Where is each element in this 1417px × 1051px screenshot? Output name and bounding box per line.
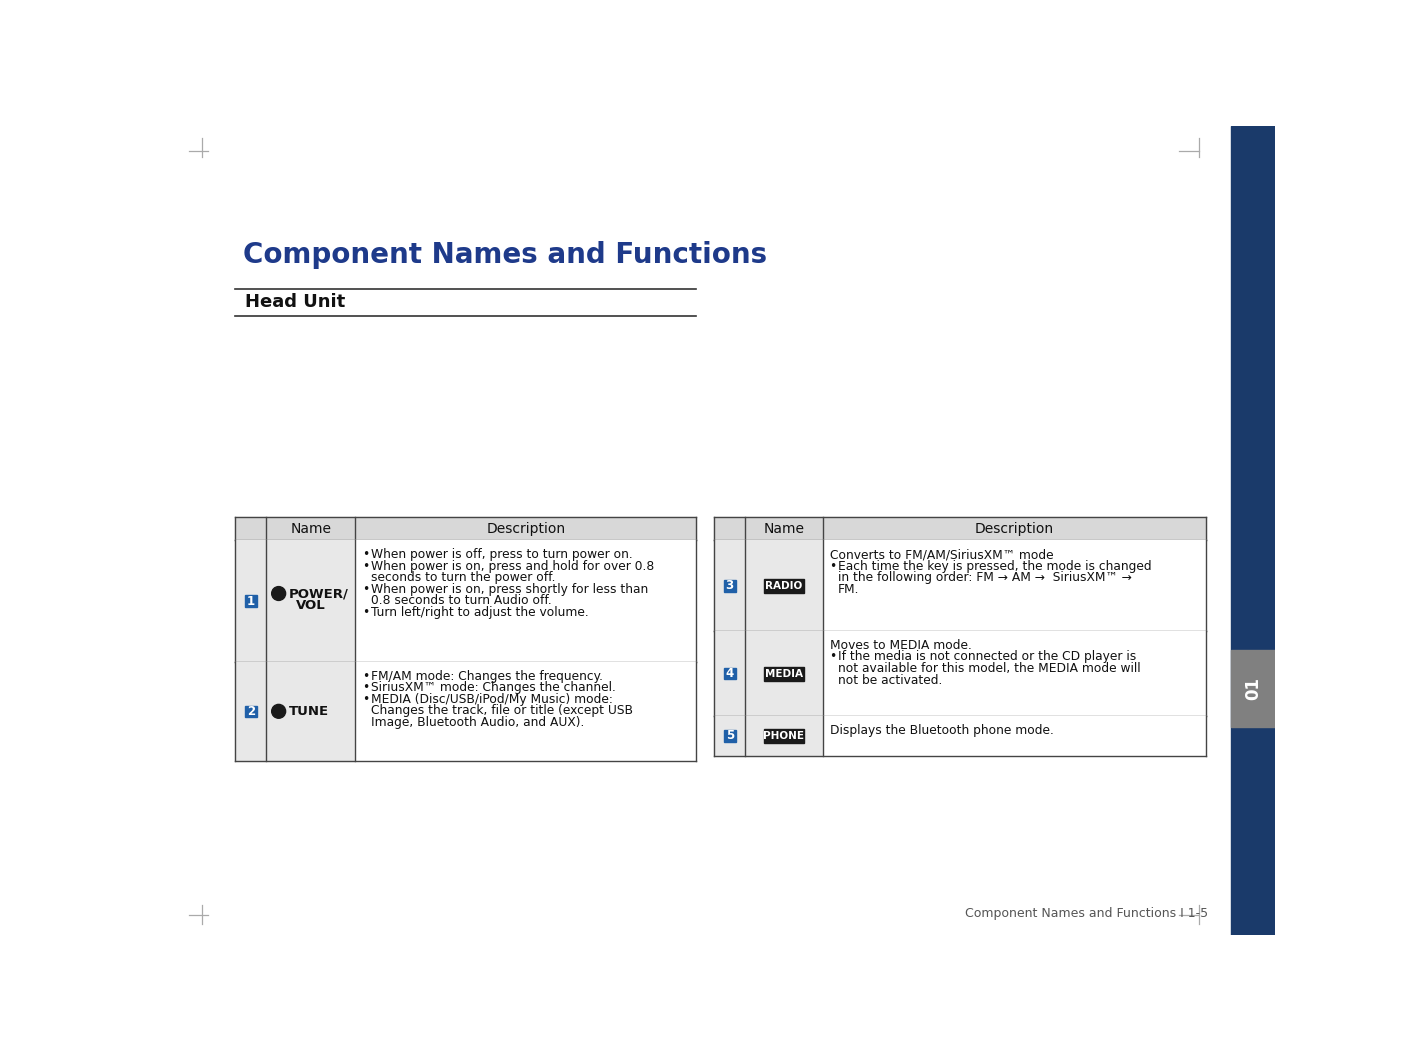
Bar <box>764 579 803 593</box>
Text: Each time the key is pressed, the mode is changed: Each time the key is pressed, the mode i… <box>839 559 1152 573</box>
Text: 4: 4 <box>726 667 734 680</box>
Bar <box>714 716 823 756</box>
Text: 01: 01 <box>1244 677 1263 700</box>
Text: in the following order: FM → AM →  SiriusXM™ →: in the following order: FM → AM → Sirius… <box>839 571 1132 584</box>
Text: 2: 2 <box>247 705 255 718</box>
Text: seconds to turn the power off.: seconds to turn the power off. <box>371 571 555 584</box>
Text: 0.8 seconds to turn Audio off.: 0.8 seconds to turn Audio off. <box>371 594 551 607</box>
Bar <box>823 716 1206 756</box>
Text: Displays the Bluetooth phone mode.: Displays the Bluetooth phone mode. <box>830 724 1054 737</box>
Text: Turn left/right to adjust the volume.: Turn left/right to adjust the volume. <box>371 605 588 619</box>
Bar <box>764 666 803 680</box>
Text: PHONE: PHONE <box>764 730 805 741</box>
Bar <box>1231 126 1275 935</box>
Bar <box>714 540 823 632</box>
Text: 3: 3 <box>726 579 734 593</box>
Text: 1: 1 <box>247 595 255 607</box>
Text: TUNE: TUNE <box>289 705 329 718</box>
Text: MEDIA (Disc/USB/iPod/My Music) mode:: MEDIA (Disc/USB/iPod/My Music) mode: <box>371 693 612 706</box>
Bar <box>724 580 735 592</box>
Bar <box>724 730 735 742</box>
Bar <box>714 632 823 716</box>
Text: Head Unit: Head Unit <box>245 293 344 311</box>
Text: •: • <box>363 605 374 619</box>
Text: Name: Name <box>290 522 332 536</box>
Bar <box>245 705 256 717</box>
Text: When power is on, press shortly for less than: When power is on, press shortly for less… <box>371 582 648 596</box>
Text: •: • <box>363 681 374 695</box>
Text: When power is off, press to turn power on.: When power is off, press to turn power o… <box>371 548 632 561</box>
Text: •: • <box>363 669 374 683</box>
Text: RADIO: RADIO <box>765 581 802 591</box>
Circle shape <box>272 586 286 600</box>
Text: VOL: VOL <box>296 599 326 613</box>
Text: 5: 5 <box>726 729 734 742</box>
Text: •: • <box>830 651 842 663</box>
Bar <box>1231 650 1275 726</box>
Bar <box>823 632 1206 716</box>
Text: Moves to MEDIA mode.: Moves to MEDIA mode. <box>830 639 972 652</box>
Text: Description: Description <box>486 522 565 536</box>
Bar <box>245 596 256 607</box>
Bar <box>235 662 356 761</box>
Bar <box>764 729 803 743</box>
Bar <box>714 517 1206 540</box>
Text: •: • <box>363 693 374 706</box>
Text: Name: Name <box>764 522 805 536</box>
Text: •: • <box>363 559 374 573</box>
Text: If the media is not connected or the CD player is: If the media is not connected or the CD … <box>839 651 1136 663</box>
Text: not available for this model, the MEDIA mode will: not available for this model, the MEDIA … <box>839 662 1141 675</box>
Bar <box>724 667 735 679</box>
Bar <box>356 540 696 662</box>
Text: •: • <box>830 559 842 573</box>
Text: Changes the track, file or title (except USB: Changes the track, file or title (except… <box>371 704 633 718</box>
Text: MEDIA: MEDIA <box>765 668 803 679</box>
Text: When power is on, press and hold for over 0.8: When power is on, press and hold for ove… <box>371 559 655 573</box>
Text: FM.: FM. <box>839 582 860 596</box>
Text: Image, Bluetooth Audio, and AUX).: Image, Bluetooth Audio, and AUX). <box>371 716 584 729</box>
Bar <box>823 540 1206 632</box>
Text: Description: Description <box>975 522 1054 536</box>
Text: •: • <box>363 582 374 596</box>
Bar <box>235 540 356 662</box>
Text: Component Names and Functions I 1-5: Component Names and Functions I 1-5 <box>965 907 1207 920</box>
Text: POWER/: POWER/ <box>289 588 349 600</box>
Bar <box>356 662 696 761</box>
Bar <box>235 517 696 540</box>
Circle shape <box>272 704 286 718</box>
Text: Converts to FM/AM/SiriusXM™ mode: Converts to FM/AM/SiriusXM™ mode <box>830 548 1054 561</box>
Text: •: • <box>363 548 374 561</box>
Text: FM/AM mode: Changes the frequency.: FM/AM mode: Changes the frequency. <box>371 669 602 683</box>
Text: Component Names and Functions: Component Names and Functions <box>242 242 767 269</box>
Text: not be activated.: not be activated. <box>839 674 942 686</box>
Text: SiriusXM™ mode: Changes the channel.: SiriusXM™ mode: Changes the channel. <box>371 681 616 695</box>
